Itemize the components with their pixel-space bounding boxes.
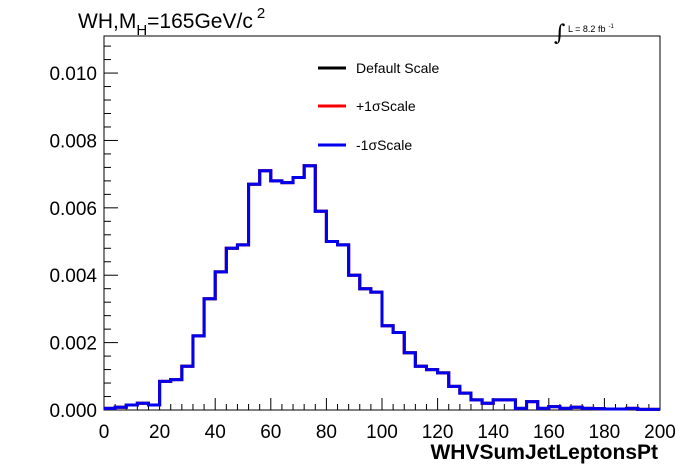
x-tick-label: 0 bbox=[99, 422, 110, 443]
x-axis-label: WHVSumJetLeptonsPt bbox=[430, 441, 658, 464]
x-tick-label: 140 bbox=[477, 422, 509, 443]
plot-frame bbox=[103, 35, 661, 411]
lumi-label: L = 8.2 fb -1 bbox=[568, 24, 614, 34]
legend-label: +1σScale bbox=[356, 98, 416, 114]
y-tick-label: 0.010 bbox=[49, 64, 97, 85]
x-tick-label: 120 bbox=[422, 422, 454, 443]
legend-label: -1σScale bbox=[356, 137, 412, 153]
y-tick-label: 0.006 bbox=[49, 199, 97, 220]
lumi-integral-sign: ∫ bbox=[554, 21, 566, 46]
x-tick-label: 180 bbox=[589, 422, 621, 443]
x-tick-label: 100 bbox=[366, 422, 398, 443]
y-axis: 0.000 0.002 0.004 0.006 0.008 0.010 bbox=[49, 45, 118, 422]
x-axis: 0 20 40 60 80 100 120 140 160 180 200 bbox=[99, 398, 676, 443]
y-tick-label: 0.008 bbox=[49, 131, 97, 152]
series-layer bbox=[104, 164, 660, 411]
x-tick-label: 160 bbox=[533, 422, 565, 443]
y-tick-label: 0.002 bbox=[49, 334, 97, 355]
legend: Default Scale +1σScale -1σScale bbox=[318, 60, 439, 153]
series-line-2 bbox=[104, 164, 660, 411]
x-tick-label: 60 bbox=[260, 422, 281, 443]
x-tick-label: 20 bbox=[149, 422, 170, 443]
chart-title: WH,MH=165GeV/c 2 bbox=[78, 5, 265, 39]
x-tick-label: 200 bbox=[644, 422, 676, 443]
x-tick-label: 80 bbox=[316, 422, 337, 443]
series-line-1 bbox=[104, 164, 660, 411]
legend-label: Default Scale bbox=[356, 60, 439, 76]
y-tick-label: 0.004 bbox=[49, 266, 97, 287]
series-line-3 bbox=[104, 164, 660, 411]
y-tick-label: 0.000 bbox=[49, 401, 97, 422]
x-tick-label: 40 bbox=[205, 422, 226, 443]
